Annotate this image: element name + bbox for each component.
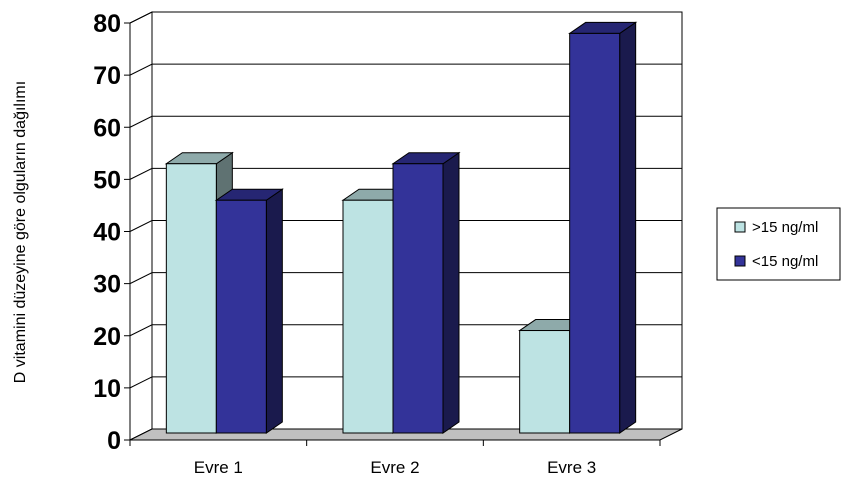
y-tick-label: 50 (93, 166, 121, 194)
bar-front (166, 164, 216, 433)
legend-label-above-15: >15 ng/ml (752, 219, 818, 236)
x-tick-label: Evre 1 (194, 458, 243, 477)
y-tick-label: 80 (93, 10, 121, 38)
bar-side (620, 22, 636, 433)
y-tick-label: 70 (93, 62, 121, 90)
x-tick-label: Evre 3 (547, 458, 596, 477)
bar (393, 153, 459, 433)
legend-label-below-15: <15 ng/ml (752, 253, 818, 270)
x-axis: Evre 1 Evre 2 Evre 3 (130, 440, 660, 477)
bar-front (520, 331, 570, 433)
bar-front (343, 200, 393, 433)
y-tick-label: 60 (93, 114, 121, 142)
y-tick-label: 0 (107, 427, 121, 455)
legend-swatch-above-15 (735, 222, 745, 232)
bar (216, 189, 282, 433)
bar-front (216, 200, 266, 433)
bar-side (443, 153, 459, 433)
y-axis: 0 10 20 30 40 50 60 70 80 (93, 10, 130, 455)
bar-front (570, 33, 620, 433)
y-tick-label: 30 (93, 271, 121, 299)
y-axis-label: D vitamini düzeyine göre olguların dağıl… (12, 81, 29, 383)
bar (570, 22, 636, 433)
legend: >15 ng/ml <15 ng/ml (717, 208, 840, 280)
bar-front (393, 164, 443, 433)
bar-side (266, 189, 282, 433)
y-tick-label: 40 (93, 219, 121, 247)
legend-swatch-below-15 (735, 256, 745, 266)
x-tick-label: Evre 2 (370, 458, 419, 477)
y-tick-label: 20 (93, 323, 121, 351)
y-tick-label: 10 (93, 375, 121, 403)
